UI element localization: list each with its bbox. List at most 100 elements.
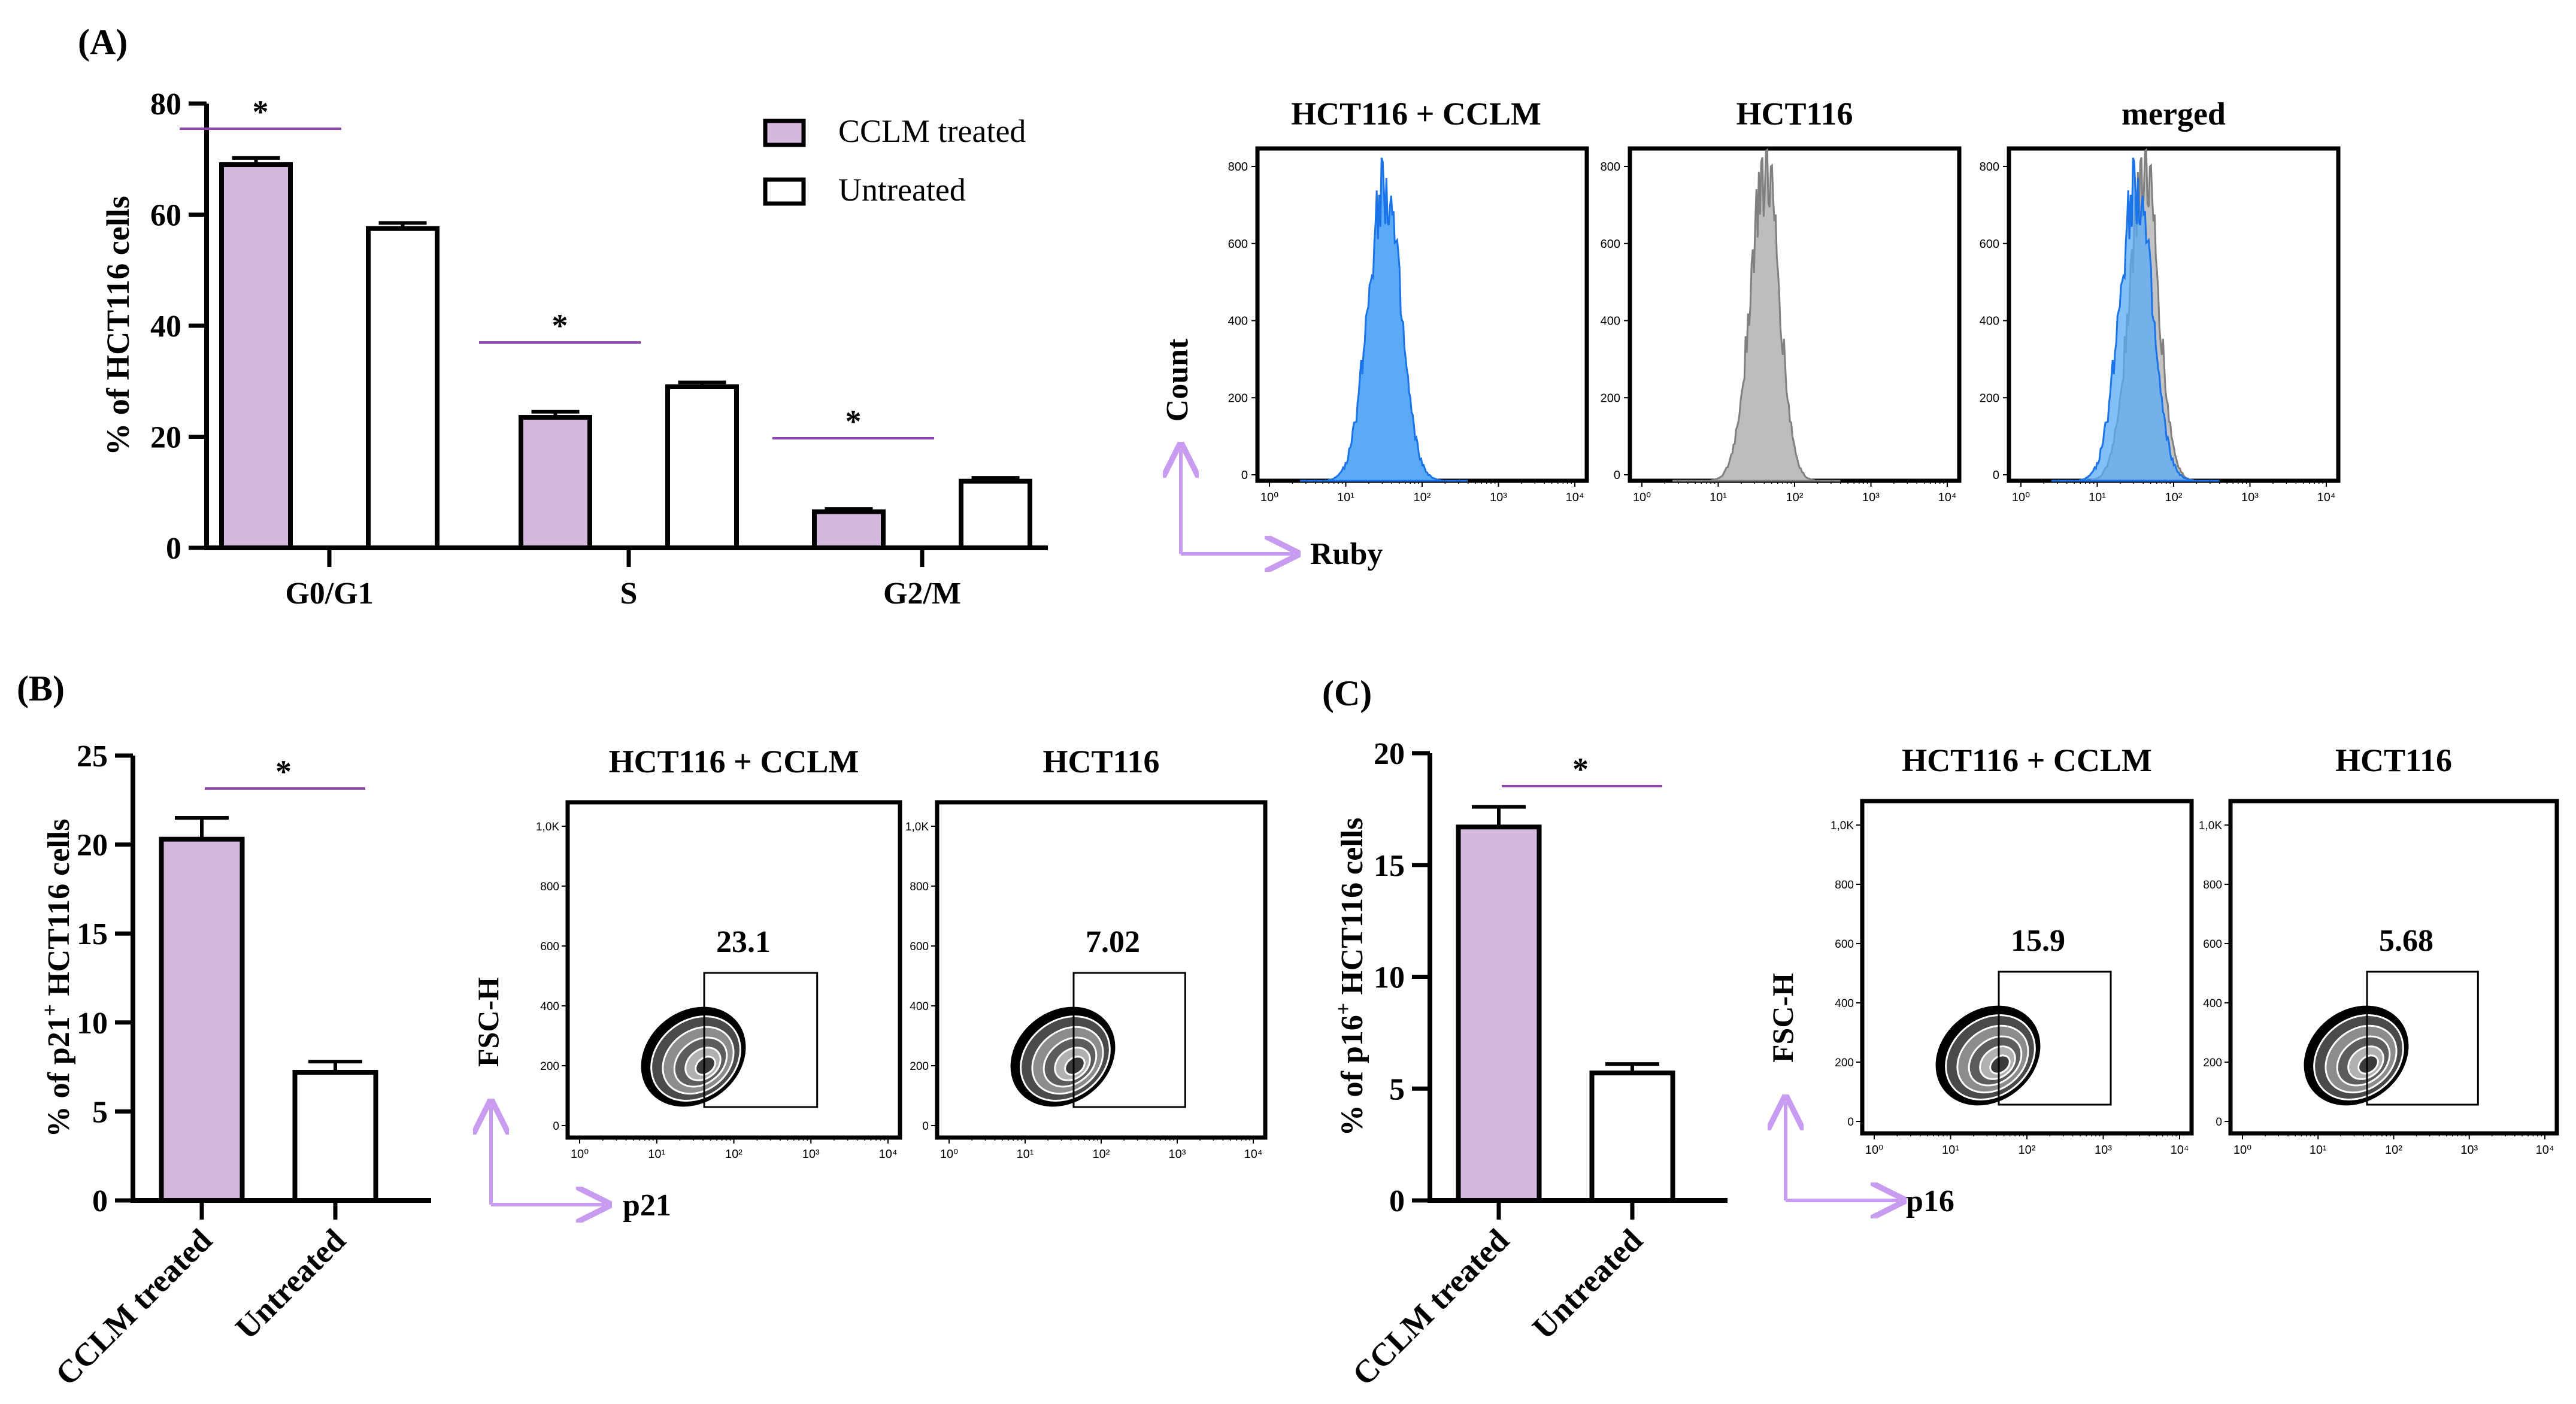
x-tick-label: Untreated (1525, 1222, 1649, 1346)
x-tick-label: 10⁴ (2317, 491, 2336, 504)
significance-star: * (275, 754, 292, 790)
plot-title: HCT116 (2335, 742, 2452, 778)
x-tick-label: 10² (2385, 1144, 2402, 1157)
bar-untreated (665, 384, 739, 551)
x-tick-label: 10³ (2460, 1144, 2478, 1157)
panel-label-c: (C) (1322, 674, 1372, 713)
panel-a-histograms: 10⁰ 10¹ 10² 10³ 10⁴ 0 200 400 600 800 HCT116 + CCL… (1160, 96, 2341, 571)
y-tick-label: 400 (1835, 997, 1854, 1010)
x-tick-label: 10⁴ (879, 1148, 898, 1161)
bar-treated (219, 162, 293, 550)
contour-ring (695, 1056, 716, 1076)
panel-c-flow-plots: 10⁰ 10¹ 10² 10³ 10⁴ 0 200 400 600 800 1,0K HCT116 +… (1766, 742, 2559, 1218)
plot-title: HCT116 + CCLM (609, 744, 859, 780)
x-tick-label: 10⁰ (2233, 1144, 2251, 1157)
bar-treated (519, 415, 592, 550)
plot-frame (1628, 146, 1962, 483)
legend-swatch-untreated (763, 177, 806, 206)
x-tick-label: 10² (1414, 491, 1431, 504)
x-tick-label: CCLM treated (49, 1222, 219, 1393)
x-tick-label: 10⁰ (940, 1148, 958, 1161)
bar-untreated (366, 226, 440, 550)
y-tick-label: 40 (150, 310, 181, 344)
y-tick-label: 0 (1389, 1184, 1405, 1218)
panel-a-bar-chart: 0 20 40 60 80 % of HCT116 cells G0/G1 * S * G2/M * C… (100, 87, 1048, 611)
x-tick-label: 10³ (1169, 1148, 1186, 1161)
y-tick-label: 200 (1228, 392, 1248, 405)
y-tick-label: 800 (540, 881, 559, 893)
plot-frame (565, 800, 902, 1140)
bar-untreated (959, 478, 1032, 551)
significance-star: * (253, 94, 269, 130)
x-tick-label: 10¹ (1942, 1144, 1959, 1157)
x-axis-title: p16 (1906, 1184, 1954, 1218)
significance-star: * (845, 404, 862, 439)
y-tick-label: 200 (1980, 392, 1999, 405)
histogram-treated (2051, 157, 2220, 482)
y-axis-title: % of p16+ HCT116 cells (1331, 818, 1369, 1136)
y-tick-label: 200 (1835, 1057, 1854, 1069)
y-tick-label: 400 (1228, 315, 1248, 328)
plot-frame (2007, 146, 2341, 483)
y-tick-label: 200 (1601, 392, 1620, 405)
y-tick-label: 80 (150, 87, 181, 122)
legend-label-treated: CCLM treated (838, 113, 1026, 149)
x-tick-label: 10² (1093, 1148, 1110, 1161)
plot-frame (935, 800, 1268, 1140)
plot-title: HCT116 (1736, 96, 1853, 132)
y-tick-label: 0 (922, 1120, 929, 1133)
bar-untreated (292, 1070, 378, 1203)
y-tick-label: 10 (77, 1006, 108, 1041)
significance-star: * (552, 308, 568, 344)
x-tick-label: 10² (2019, 1144, 2036, 1157)
significance-star: * (1572, 751, 1589, 787)
y-tick-label: 0 (553, 1120, 559, 1133)
x-tick-label: 10⁰ (2012, 491, 2030, 504)
x-tick-label: 10² (2165, 491, 2183, 504)
bar-treated (812, 509, 886, 551)
y-tick-label: 20 (150, 421, 181, 455)
x-tick-label: 10² (1786, 491, 1804, 504)
plot-title: HCT116 + CCLM (1291, 96, 1541, 132)
y-tick-label: 400 (1980, 315, 1999, 328)
x-tick-label: 10² (725, 1148, 743, 1161)
panel-b-bar-chart: 0 5 10 15 20 25 % of p21+ HCT116 cells CCLM tre… (38, 739, 431, 1393)
y-tick-label: 600 (2203, 938, 2222, 951)
y-tick-label: 400 (910, 1000, 929, 1013)
x-tick-label: 10¹ (1017, 1148, 1034, 1161)
gate-rectangle (703, 972, 819, 1108)
y-axis-title: FSC-H (471, 977, 505, 1067)
y-tick-label: 800 (2203, 879, 2222, 891)
plot-title: HCT116 + CCLM (1902, 742, 2152, 778)
y-axis-title-main: % of p21 (42, 1016, 76, 1137)
bar-treated (1456, 824, 1542, 1203)
x-tick-label: 10³ (2095, 1144, 2112, 1157)
y-tick-label: 0 (166, 532, 181, 566)
x-tick-label: Untreated (228, 1222, 352, 1346)
x-tick-label: G0/G1 (285, 577, 373, 611)
plot-title: HCT116 (1042, 744, 1159, 780)
x-tick-label: G2/M (883, 577, 961, 611)
gate-rectangle (1072, 972, 1186, 1108)
y-tick-label: 400 (540, 1000, 559, 1013)
gate-rectangle (2366, 971, 2479, 1106)
contour-ring (2357, 1054, 2379, 1075)
gate-value: 7.02 (1086, 925, 1140, 959)
y-tick-label: 400 (1601, 315, 1620, 328)
y-tick-label: 5 (92, 1095, 108, 1129)
y-axis-title: % of HCT116 cells (100, 196, 136, 455)
y-tick-label: 600 (910, 941, 929, 953)
y-tick-label: 1,0K (1831, 820, 1854, 832)
y-tick-label: 25 (77, 739, 108, 774)
bar-untreated (1589, 1071, 1675, 1203)
y-tick-label: 1,0K (2199, 820, 2222, 832)
legend-swatch-treated (763, 119, 806, 147)
contour-ring (1064, 1056, 1086, 1076)
y-tick-label: 600 (540, 941, 559, 953)
histogram-treated (1300, 157, 1468, 482)
x-tick-label: 10⁴ (1566, 491, 1584, 504)
y-tick-label: 800 (1601, 160, 1620, 174)
y-tick-label: 600 (1980, 238, 1999, 251)
y-tick-label: 1,0K (905, 821, 929, 833)
